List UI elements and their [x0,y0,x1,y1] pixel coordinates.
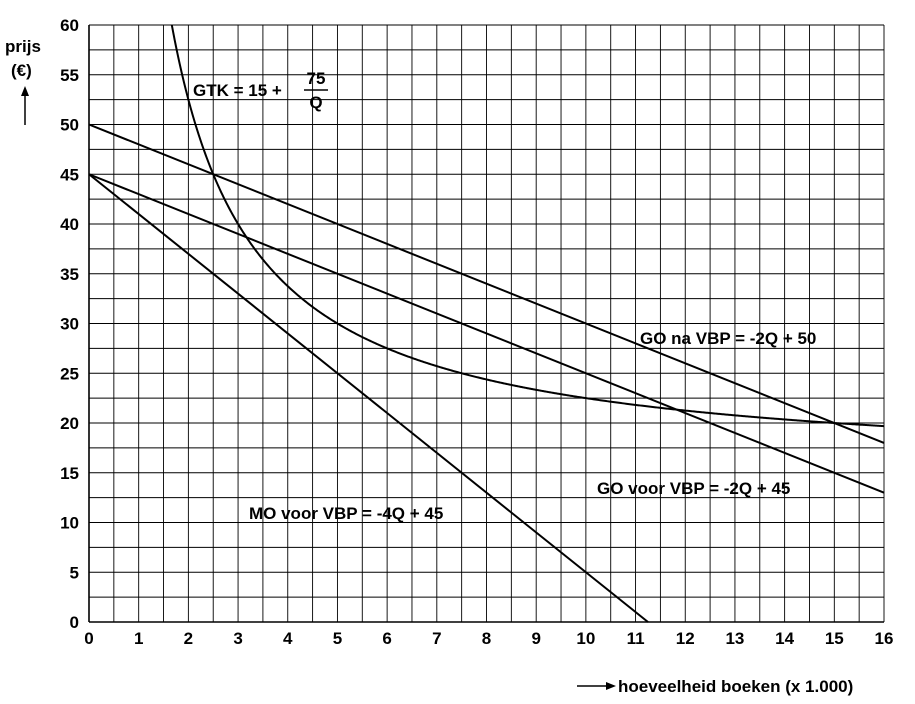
x-tick-label: 10 [576,629,595,648]
y-tick-label: 5 [70,563,79,582]
y-tick-label: 20 [60,414,79,433]
y-tick-label: 55 [60,66,79,85]
x-tick-label: 6 [382,629,391,648]
x-tick-label: 16 [875,629,894,648]
gtk-label-numerator: 75 [307,69,326,88]
tick-labels: 0 1 2 3 4 5 6 7 8 9 10 11 12 13 14 15 160510152025303540… [60,16,893,648]
series-line-3 [88,173,885,494]
y-tick-label: 35 [60,265,79,284]
y-tick-label: 30 [60,315,79,334]
x-tick-label: 15 [825,629,844,648]
y-tick-label: 50 [60,116,79,135]
y-axis-label-line2: (€) [11,61,32,80]
series-line-4 [88,173,649,623]
y-tick-label: 40 [60,215,79,234]
x-tick-label: 2 [184,629,193,648]
x-tick-label: 1 [134,629,143,648]
x-tick-label: 12 [676,629,695,648]
x-tick-label: 14 [775,629,794,648]
y-tick-label: 0 [70,613,79,632]
y-tick-label: 45 [60,165,79,184]
y-tick-label: 10 [60,514,79,533]
grid [88,24,885,623]
x-tick-label: 8 [482,629,491,648]
series-line-2 [88,123,885,444]
x-axis-arrow-icon [577,682,616,690]
go-na-vbp-label: GO na VBP = -2Q + 50 [640,329,816,348]
y-axis-label-line1: prijs [5,37,41,56]
x-tick-label: 9 [531,629,540,648]
y-tick-label: 60 [60,16,79,35]
x-tick-label: 7 [432,629,441,648]
y-tick-label: 15 [60,464,79,483]
gtk-label-prefix: GTK = 15 + [193,81,282,100]
y-tick-label: 25 [60,364,79,383]
series-line-1 [170,24,885,428]
mo-voor-vbp-label: MO voor VBP = -4Q + 45 [249,504,443,523]
x-tick-label: 0 [84,629,93,648]
x-tick-label: 13 [725,629,744,648]
x-tick-label: 3 [233,629,242,648]
gtk-label-denominator: Q [309,93,322,112]
x-tick-label: 5 [333,629,342,648]
go-voor-vbp-label: GO voor VBP = -2Q + 45 [597,479,790,498]
x-tick-label: 4 [283,629,293,648]
gtk-label: GTK = 15 + 75 Q [193,69,328,112]
y-axis-arrow-icon [21,86,29,125]
x-axis-label: hoeveelheid boeken (x 1.000) [618,677,853,696]
series-group [88,24,885,623]
x-tick-label: 11 [627,629,645,648]
